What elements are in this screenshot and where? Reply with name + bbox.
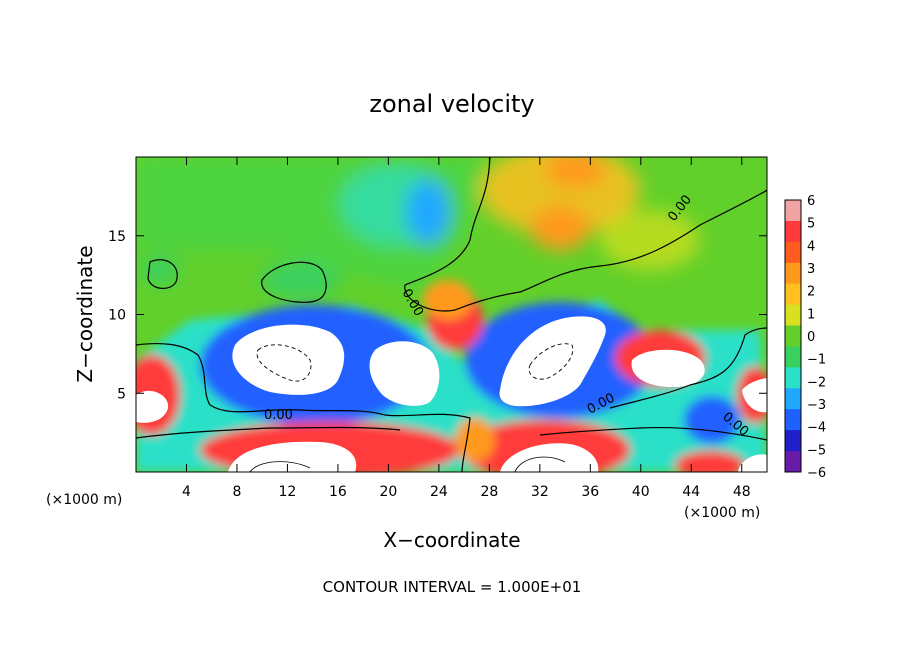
white-region-lowright (742, 378, 767, 413)
x-tick-label: 4 (182, 484, 191, 500)
white-region-left-edge (136, 390, 169, 423)
field-orange-bottom-left (455, 418, 495, 462)
colorbar-label: 2 (807, 285, 815, 300)
field-blue-core (406, 180, 450, 244)
x-tick-label: 20 (379, 484, 397, 500)
contour-zero-right (609, 327, 767, 409)
z-axis: 5 10 15 (108, 229, 767, 402)
colorbar-swatch (785, 262, 801, 285)
colorbar-swatch (785, 409, 801, 431)
colorbar-label: −1 (807, 353, 826, 368)
contour-bottom-center-inner (514, 456, 566, 472)
white-region-left (232, 324, 345, 395)
contour-bottom-left-inner (249, 461, 311, 472)
colorbar-label: −3 (807, 398, 826, 413)
colorbar-swatch (785, 220, 801, 243)
white-region-right-edge (631, 349, 705, 388)
chart-title: zonal velocity (369, 90, 534, 118)
contour-dashed-left (256, 344, 312, 382)
colorbar-label: 3 (807, 262, 815, 277)
x-unit-left: (×1000 m) (46, 492, 122, 508)
x-tick-label: 12 (279, 484, 297, 500)
contour-zero-upper (404, 157, 767, 312)
colorbar-swatch (785, 346, 801, 368)
colorbar-swatch (785, 325, 801, 347)
colorbar-label: 6 (807, 194, 815, 209)
white-region-bottom-center (500, 443, 599, 472)
x-tick-label: 32 (531, 484, 549, 500)
contour-zero-bottom-left (136, 426, 401, 439)
white-region-bottom-right (738, 454, 767, 472)
z-axis-label: Z−coordinate (73, 245, 97, 382)
field-yellow-right (600, 210, 700, 270)
x-axis: 4 8 12 16 20 24 28 32 36 40 44 48 (182, 157, 751, 500)
contour-lines (136, 157, 767, 472)
x-unit-right: (×1000 m) (684, 505, 760, 521)
x-tick-label: 16 (329, 484, 347, 500)
z-tick-label: 10 (108, 308, 126, 324)
x-tick-label: 40 (632, 484, 650, 500)
field-red-bottom-right (675, 451, 745, 472)
colorbar-label: 0 (807, 330, 815, 345)
colorbar-label: 4 (807, 239, 815, 254)
contour-zero-mid-island (261, 261, 327, 303)
contour-zero-lower (136, 342, 471, 472)
x-tick-label: 8 (232, 484, 241, 500)
field-orange-mid (530, 206, 590, 250)
field-cyan-mid (260, 262, 340, 298)
plot-area (136, 157, 767, 472)
colorbar-swatch (785, 304, 801, 327)
x-tick-label: 28 (480, 484, 498, 500)
colorbar-swatch (785, 388, 801, 410)
colorbar-label: −4 (807, 421, 826, 436)
field-blobs (136, 157, 700, 298)
contour-interval-footer: CONTOUR INTERVAL = 1.000E+01 (323, 578, 582, 596)
field-cyan-left (140, 256, 180, 284)
colorbar-swatch (785, 241, 801, 264)
colorbar-label: 1 (807, 307, 815, 322)
colorbar-swatch (785, 367, 801, 389)
contour-label-lower-left: 0.00 (264, 408, 293, 423)
colorbar-swatch (785, 283, 801, 306)
z-tick-label: 5 (117, 386, 126, 402)
z-tick-label: 15 (108, 229, 126, 245)
colorbar-label: −6 (807, 466, 826, 481)
white-region-center (369, 341, 440, 406)
field-blue-lowright (684, 396, 740, 444)
saturated-regions (136, 316, 767, 472)
colorbar-swatch (785, 451, 801, 473)
colorbar-label: −5 (807, 443, 826, 458)
x-tick-label: 48 (733, 484, 751, 500)
x-axis-label: X−coordinate (383, 528, 520, 552)
field-orange-center (423, 280, 473, 320)
colorbar-label: 5 (807, 217, 815, 232)
white-region-right (499, 316, 606, 407)
colorbar-swatch (785, 430, 801, 452)
colorbar-frame (784, 199, 802, 473)
colorbar-label: −2 (807, 375, 826, 390)
colorbar: 6 5 4 3 2 1 0 −1 −2 −3 −4 −5 −6 (784, 194, 826, 481)
colorbar-swatch (785, 200, 801, 222)
contour-zero-bottom-right (539, 426, 767, 441)
contour-zero-left-island (147, 259, 178, 289)
x-tick-label: 36 (581, 484, 599, 500)
x-tick-label: 44 (682, 484, 700, 500)
x-tick-label: 24 (430, 484, 448, 500)
